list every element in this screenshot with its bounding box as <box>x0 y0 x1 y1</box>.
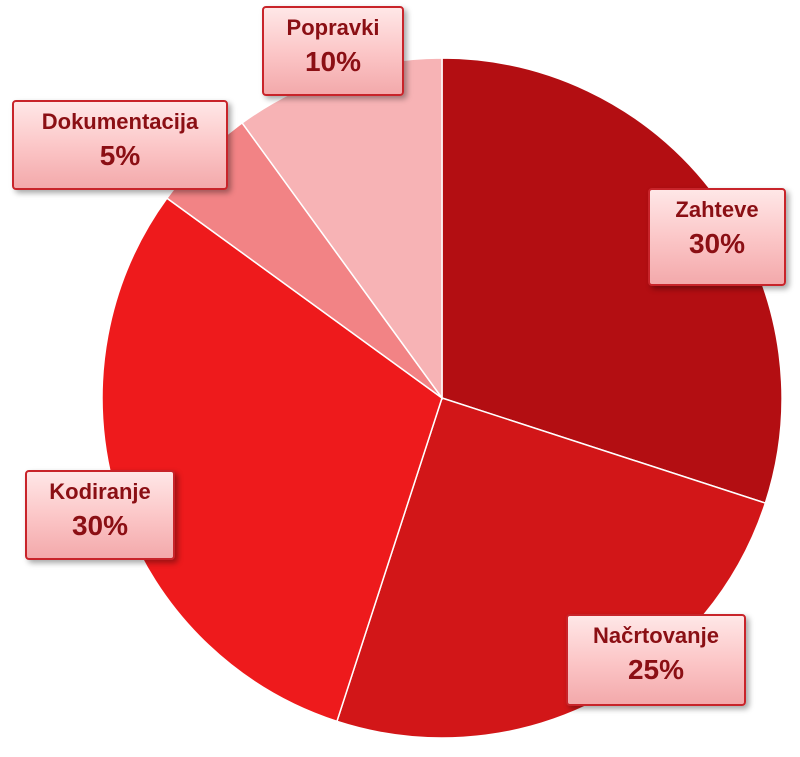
label-kodiranje-value: 30% <box>71 510 129 541</box>
label-kodiranje: Kodiranje 30% <box>25 470 175 560</box>
label-kodiranje-name: Kodiranje <box>49 479 151 504</box>
label-popravki-value: 10% <box>304 46 362 77</box>
label-zahteve-value: 30% <box>688 228 746 259</box>
label-dokumentacija-value: 5% <box>99 140 141 171</box>
label-dokumentacija: Dokumentacija 5% <box>12 100 228 190</box>
label-nacrtovanje: Načrtovanje 25% <box>566 614 746 706</box>
label-popravki: Popravki 10% <box>262 6 404 96</box>
label-zahteve-name: Zahteve <box>675 197 759 222</box>
label-zahteve: Zahteve 30% <box>648 188 786 286</box>
label-nacrtovanje-name: Načrtovanje <box>593 623 719 648</box>
label-dokumentacija-name: Dokumentacija <box>41 109 199 134</box>
label-popravki-name: Popravki <box>286 15 380 40</box>
label-nacrtovanje-value: 25% <box>627 654 685 685</box>
